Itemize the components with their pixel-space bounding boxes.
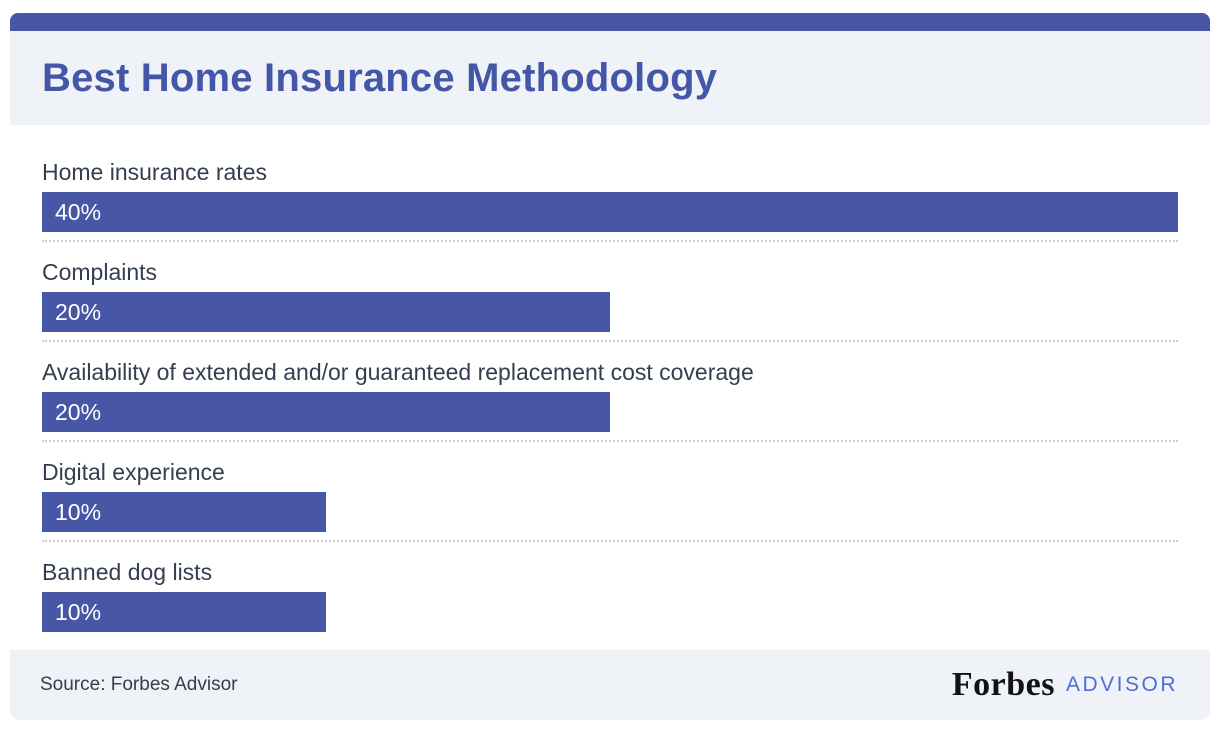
bar: 40%: [42, 192, 1178, 232]
chart-title: Best Home Insurance Methodology: [42, 55, 718, 100]
forbes-advisor-logo: Forbes ADVISOR: [952, 666, 1178, 704]
bar-row: Home insurance rates 40%: [42, 158, 1178, 242]
bar-track: 10%: [42, 492, 1178, 532]
bar-label: Availability of extended and/or guarante…: [42, 359, 754, 385]
bar-value: 20%: [55, 298, 102, 325]
bar-value: 40%: [55, 198, 102, 225]
bar: 10%: [42, 492, 326, 532]
chart-header: Best Home Insurance Methodology: [10, 31, 1210, 125]
bar-track: 20%: [42, 292, 1178, 332]
forbes-wordmark: Forbes: [951, 666, 1055, 703]
bar-value: 10%: [55, 598, 102, 625]
top-accent-bar: [10, 13, 1210, 31]
bar-label: Banned dog lists: [42, 559, 213, 585]
bar-row: Complaints 20%: [42, 258, 1178, 342]
advisor-wordmark: ADVISOR: [1065, 673, 1178, 696]
bar-row: Digital experience 10%: [42, 458, 1178, 542]
bar-label: Home insurance rates: [42, 159, 267, 185]
bar: 20%: [42, 392, 610, 432]
bar-label: Digital experience: [42, 459, 225, 485]
bar: 10%: [42, 592, 326, 632]
bar-track: 40%: [42, 192, 1178, 232]
bar-value: 10%: [55, 498, 102, 525]
chart-footer: Source: Forbes Advisor Forbes ADVISOR: [10, 650, 1210, 720]
bar-row: Banned dog lists 10%: [42, 558, 1178, 640]
bar-row: Availability of extended and/or guarante…: [42, 358, 1178, 442]
bar-track: 20%: [42, 392, 1178, 432]
source-text: Source: Forbes Advisor: [40, 674, 238, 695]
bar-chart: Home insurance rates 40% Complaints 20% …: [10, 125, 1210, 650]
bar: 20%: [42, 292, 610, 332]
bar-track: 10%: [42, 592, 1178, 632]
bar-value: 20%: [55, 398, 102, 425]
bar-label: Complaints: [42, 259, 158, 285]
